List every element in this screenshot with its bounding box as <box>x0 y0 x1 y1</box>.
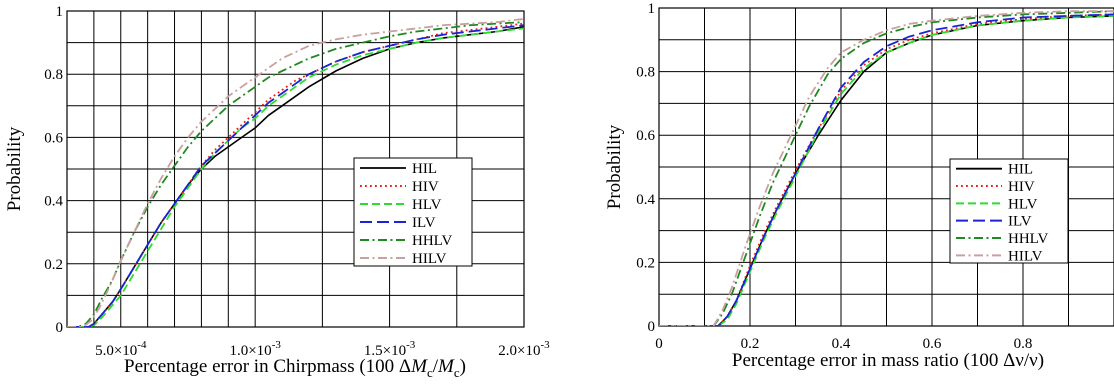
y-tick-label: 0.2 <box>44 257 63 273</box>
legend-label-hilv: HILV <box>1008 248 1043 264</box>
series-line-hlv <box>659 15 1114 326</box>
y-tick-label: 0.8 <box>636 65 655 81</box>
x-tick-label: 2.0×10-3 <box>498 339 550 359</box>
y-tick-label: 0.2 <box>636 255 655 271</box>
legend-box <box>949 158 1069 264</box>
legend-label-hil: HIL <box>412 161 437 177</box>
y-tick-label: 1 <box>648 1 656 17</box>
x-tick-label: 5.0×10-4 <box>95 339 147 359</box>
x-tick-label: 0.8 <box>1014 336 1033 352</box>
series-group <box>659 10 1114 326</box>
legend: HIL HIV HLV ILV HHLV HILV <box>353 157 473 267</box>
y-tick-label: 0 <box>648 319 656 335</box>
series-line-hilv <box>659 10 1114 326</box>
series-group <box>67 18 524 327</box>
legend-label-hhlv: HHLV <box>1008 231 1048 247</box>
y-tick-label: 0.6 <box>44 130 63 146</box>
chirpmass-error-chart: 0 0.2 0.4 0.6 0.8 1 5.0×10-4 1.0×10-3 1.5×10-3 2.… <box>4 4 550 380</box>
x-tick-label: 1.0×10-3 <box>229 339 281 359</box>
legend-label-hiv: HIV <box>1008 179 1035 195</box>
y-axis-label: Probability <box>604 124 625 209</box>
series-line-hhlv <box>67 21 524 327</box>
legend-label-hil: HIL <box>1008 162 1033 178</box>
y-tick-label: 0.4 <box>44 194 63 210</box>
x-axis-label: Percentage error in mass ratio (100 Δν/ν… <box>732 350 1044 371</box>
series-line-ilv <box>67 24 524 327</box>
y-axis-label: Probability <box>4 126 25 211</box>
x-axis-label: Percentage error in Chirpmass (100 ΔMc/M… <box>124 356 466 380</box>
legend-label-hiv: HIV <box>412 179 439 195</box>
legend-label-hlv: HLV <box>412 197 442 213</box>
x-tick-label: 0.2 <box>741 336 760 352</box>
y-tick-label: 1 <box>56 4 64 20</box>
x-tick-label: 1.5×10-3 <box>364 339 416 359</box>
legend-label-ilv: ILV <box>412 215 436 231</box>
plot-frame <box>66 10 525 328</box>
legend-label-hlv: HLV <box>1008 196 1038 212</box>
legend-label-hilv: HILV <box>412 251 447 267</box>
y-tick-label: 0.6 <box>636 128 655 144</box>
plot-frame <box>658 7 1114 327</box>
x-tick-label: 0.6 <box>923 336 942 352</box>
legend-label-hhlv: HHLV <box>412 233 452 249</box>
series-line-hilv <box>67 18 524 327</box>
legend-box <box>353 157 473 267</box>
y-tick-label: 0.8 <box>44 67 63 83</box>
y-tick-label: 0 <box>56 320 64 336</box>
series-line-ilv <box>659 13 1114 326</box>
y-tick-label: 0.4 <box>636 192 655 208</box>
x-tick-label: 0.4 <box>832 336 851 352</box>
mass-ratio-error-chart: 0 0.2 0.4 0.6 0.8 1 0 0.2 0.4 0.6 0.8 Probability Pe… <box>604 1 1114 371</box>
series-line-hhlv <box>659 10 1114 326</box>
x-tick-label: 0 <box>655 336 663 352</box>
legend-label-ilv: ILV <box>1008 214 1032 230</box>
